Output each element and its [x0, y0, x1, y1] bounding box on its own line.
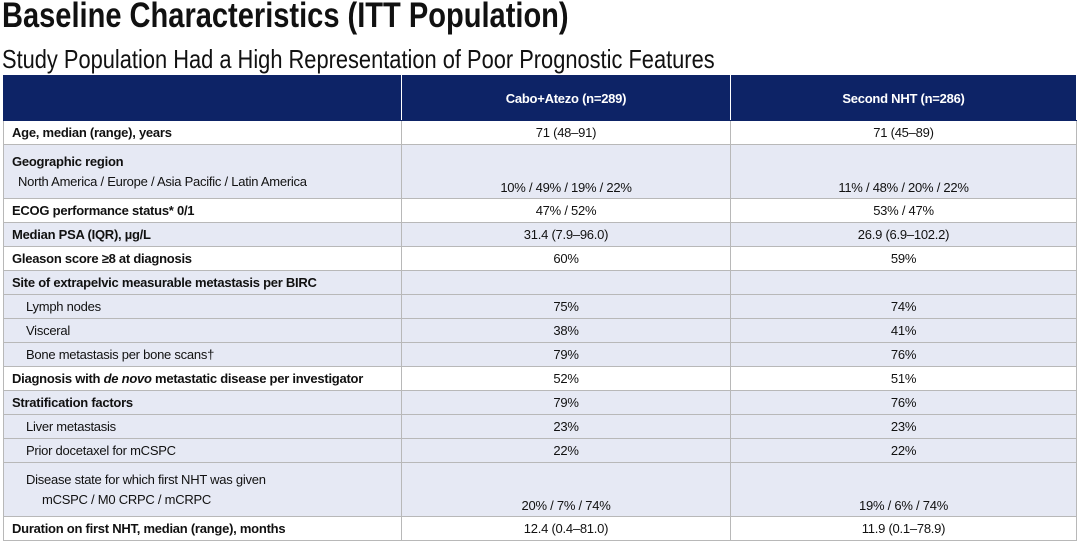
cell: 79% [401, 342, 731, 367]
cell: 22% [730, 438, 1077, 463]
row: Prior docetaxel for mCSPC 22% 22% [3, 438, 1077, 463]
cell: 75% [401, 294, 731, 319]
row-label: Liver metastasis [3, 414, 402, 439]
row: Lymph nodes 75% 74% [3, 294, 1077, 319]
row-label: Disease state for which first NHT was gi… [26, 472, 266, 487]
cell: 53% / 47% [730, 198, 1077, 223]
row-label: Diagnosis with de novo metastatic diseas… [3, 366, 402, 391]
header-cell: Cabo+Atezo (n=289) [401, 75, 731, 121]
cell: 79% [401, 390, 731, 415]
row-label: Stratification factors [3, 390, 402, 415]
row: Median PSA (IQR), µg/L 31.4 (7.9–96.0) 26.… [3, 222, 1077, 247]
cell: 11.9 (0.1–78.9) [730, 516, 1077, 541]
cell: 71 (45–89) [730, 120, 1077, 145]
cell: 12.4 (0.4–81.0) [401, 516, 731, 541]
row: Diagnosis with de novo metastatic diseas… [3, 366, 1077, 391]
cell: 52% [401, 366, 731, 391]
header-cell [3, 75, 402, 121]
cell [730, 270, 1077, 295]
row-label: Duration on first NHT, median (range), m… [3, 516, 402, 541]
row-label: Visceral [3, 318, 402, 343]
cell: 51% [730, 366, 1077, 391]
cell [401, 270, 731, 295]
row-label: Prior docetaxel for mCSPC [3, 438, 402, 463]
row-label: ECOG performance status* 0/1 [3, 198, 402, 223]
cell: 11% / 48% / 20% / 22% [730, 144, 1077, 199]
cell: 59% [730, 246, 1077, 271]
row: ECOG performance status* 0/1 47% / 52% 53%… [3, 198, 1077, 223]
cell: 74% [730, 294, 1077, 319]
cell: 41% [730, 318, 1077, 343]
cell: 10% / 49% / 19% / 22% [401, 144, 731, 199]
header-cell: Second NHT (n=286) [730, 75, 1077, 121]
row-label: Site of extrapelvic measurable metastasi… [3, 270, 402, 295]
subtitle: Study Population Had a High Representati… [2, 44, 715, 74]
row: Geographic region North America / Europe … [3, 144, 1077, 199]
cell: 20% / 7% / 74% [401, 462, 731, 517]
cell: 71 (48–91) [401, 120, 731, 145]
cell: 19% / 6% / 74% [730, 462, 1077, 517]
row: Visceral 38% 41% [3, 318, 1077, 343]
label-part: Diagnosis with [12, 371, 104, 386]
label-part: de novo [103, 371, 152, 386]
row-label: Lymph nodes [3, 294, 402, 319]
row: Disease state for which first NHT was gi… [3, 462, 1077, 517]
header-row: Cabo+Atezo (n=289) Second NHT (n=286) [3, 75, 1077, 121]
cell: 23% [730, 414, 1077, 439]
row-label: Geographic region North America / Europe … [3, 144, 402, 199]
cell: 22% [401, 438, 731, 463]
row: Duration on first NHT, median (range), m… [3, 516, 1077, 541]
cell: 76% [730, 342, 1077, 367]
row: Liver metastasis 23% 23% [3, 414, 1077, 439]
row: Site of extrapelvic measurable metastasi… [3, 270, 1077, 295]
row: Age, median (range), years 71 (48–91) 71 (… [3, 120, 1077, 145]
cell: 47% / 52% [401, 198, 731, 223]
row-sublabel: North America / Europe / Asia Pacific / … [18, 174, 307, 189]
row-sublabel: mCSPC / M0 CRPC / mCRPC [42, 492, 212, 507]
label-part: metastatic disease per investigator [151, 371, 364, 386]
cell: 38% [401, 318, 731, 343]
row-label: Gleason score ≥8 at diagnosis [3, 246, 402, 271]
row-label: Disease state for which first NHT was gi… [3, 462, 402, 517]
row: Stratification factors 79% 76% [3, 390, 1077, 415]
row: Gleason score ≥8 at diagnosis 60% 59% [3, 246, 1077, 271]
row-label: Geographic region [12, 154, 124, 169]
cell: 60% [401, 246, 731, 271]
title: Baseline Characteristics (ITT Population… [2, 0, 569, 35]
cell: 76% [730, 390, 1077, 415]
baseline-table: Cabo+Atezo (n=289) Second NHT (n=286) Age… [3, 75, 1077, 541]
row-label: Age, median (range), years [3, 120, 402, 145]
cell: 26.9 (6.9–102.2) [730, 222, 1077, 247]
cell: 31.4 (7.9–96.0) [401, 222, 731, 247]
row-label: Median PSA (IQR), µg/L [3, 222, 402, 247]
row: Bone metastasis per bone scans† 79% 76% [3, 342, 1077, 367]
cell: 23% [401, 414, 731, 439]
row-label: Bone metastasis per bone scans† [3, 342, 402, 367]
